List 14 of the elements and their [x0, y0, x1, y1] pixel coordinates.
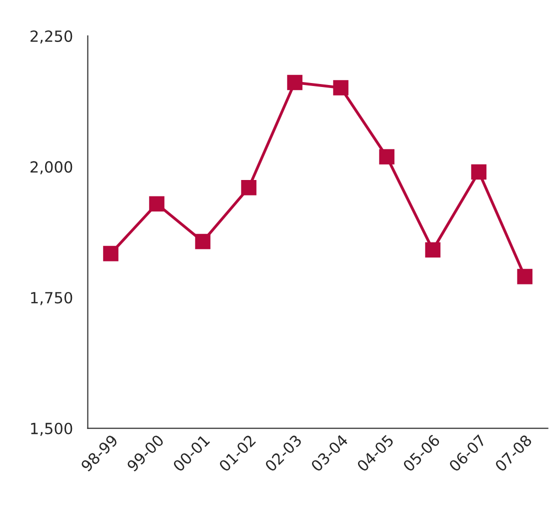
point [425, 242, 440, 258]
point [471, 164, 486, 180]
point [149, 196, 164, 212]
point [333, 80, 348, 96]
y-tick-label: 1,500 [31, 422, 72, 436]
point [379, 149, 394, 164]
point [195, 234, 210, 250]
point [517, 268, 532, 284]
y-tick-label: 1,750 [31, 292, 72, 306]
point [287, 74, 302, 90]
y-tick-label: 2,000 [30, 161, 72, 174]
y-tick-label: 2,250 [30, 30, 72, 44]
point [241, 180, 256, 196]
point [103, 246, 118, 262]
